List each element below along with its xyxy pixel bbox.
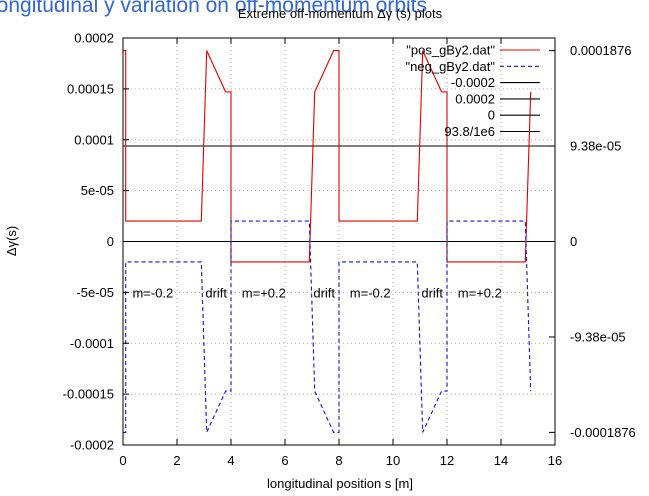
axis-ticks: 0 2 4 6 8 10 12 14 16 -0.0002 -0.00015 -0.0001 -5e-0… [63, 31, 636, 469]
x-tick-label: 8 [335, 453, 342, 468]
legend-entry-label: 0.0002 [455, 91, 495, 106]
x-tick-label: 16 [548, 453, 562, 468]
series-line [123, 220, 532, 433]
y2-tick-label: -9.38e-05 [570, 329, 626, 344]
legend-entry-label: "pos_gBy2.dat" [406, 43, 495, 58]
region-annotations: m=-0.2 drift m=+0.2 drift m=-0.2 drift m=+0.2 [132, 285, 501, 300]
series-line [123, 50, 532, 263]
y-tick-label: 5e-05 [81, 183, 114, 198]
slide-title: longitudinal y variation on off-momentum… [0, 0, 427, 17]
y-tick-label: 0.00015 [67, 81, 114, 96]
y-axis-label: Δγ(s) [4, 226, 19, 256]
legend-entry-label: "neg_gBy2.dat" [406, 59, 496, 74]
y-tick-label: 0.0001 [74, 132, 114, 147]
region-label: m=+0.2 [458, 285, 502, 300]
y2-tick-label: 0 [570, 234, 577, 249]
series-lines [123, 50, 532, 433]
x-tick-label: 4 [227, 453, 234, 468]
y-tick-label: -0.0002 [70, 438, 114, 453]
region-label: drift [205, 285, 227, 300]
y2-tick-label: -0.0001876 [570, 425, 636, 440]
x-tick-label: 12 [440, 453, 454, 468]
x-tick-label: 0 [119, 453, 126, 468]
legend-entry-label: -0.0002 [451, 75, 495, 90]
y-tick-label: -0.0001 [70, 336, 114, 351]
chart-title: Extreme off-momentum Δγ (s) plots [238, 6, 443, 21]
y2-tick-label: 0.0001876 [570, 43, 631, 58]
y-tick-label: -0.00015 [63, 387, 114, 402]
x-tick-label: 2 [173, 453, 180, 468]
y-tick-label: 0.0002 [74, 31, 114, 46]
x-axis-label: longitudinal position s [m] [267, 476, 413, 491]
x-tick-label: 6 [281, 453, 288, 468]
x-tick-label: 10 [386, 453, 400, 468]
region-label: m=+0.2 [242, 285, 286, 300]
region-label: drift [421, 285, 443, 300]
legend-entry-label: 93.8/1e6 [444, 124, 495, 139]
legend: "pos_gBy2.dat""neg_gBy2.dat"-0.00020.000… [406, 43, 540, 139]
x-tick-label: 14 [494, 453, 508, 468]
legend-entry-label: 0 [488, 108, 495, 123]
y-tick-label: 0 [107, 234, 114, 249]
y2-tick-label: 9.38e-05 [570, 139, 621, 154]
y-tick-label: -5e-05 [76, 285, 114, 300]
region-label: m=-0.2 [350, 285, 391, 300]
region-label: m=-0.2 [132, 285, 173, 300]
region-label: drift [313, 285, 335, 300]
